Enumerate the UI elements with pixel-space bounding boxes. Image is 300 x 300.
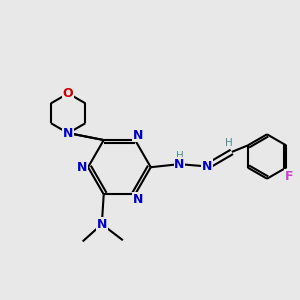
Text: N: N xyxy=(133,129,143,142)
Text: H: H xyxy=(225,139,232,148)
Text: N: N xyxy=(202,160,212,173)
Text: H: H xyxy=(176,151,183,161)
Text: N: N xyxy=(97,218,107,231)
Text: N: N xyxy=(77,161,88,174)
Text: N: N xyxy=(133,193,143,206)
Text: O: O xyxy=(63,87,74,100)
Text: N: N xyxy=(63,127,74,140)
Text: F: F xyxy=(285,169,293,182)
Text: N: N xyxy=(174,158,184,171)
